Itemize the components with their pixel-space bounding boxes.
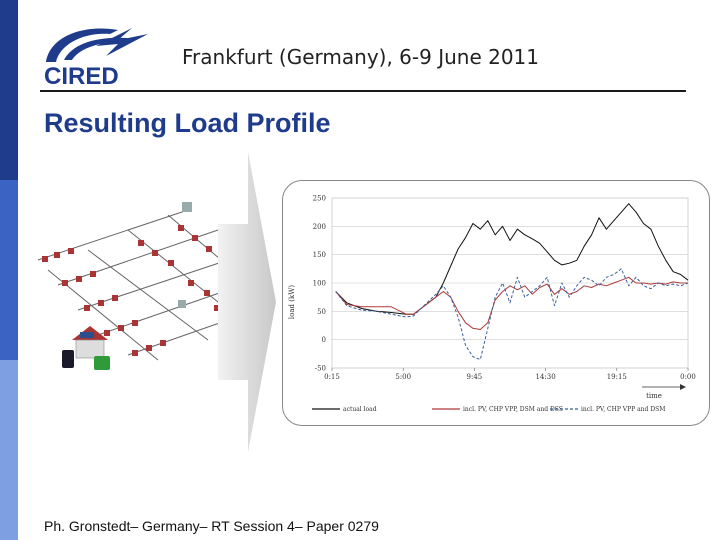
right-arrow-icon bbox=[218, 152, 276, 452]
legend-label: incl. PV, CHP VPP, DSM and DSS bbox=[463, 406, 563, 413]
y-tick-label: 250 bbox=[313, 195, 326, 203]
y-tick-label: 200 bbox=[313, 223, 326, 231]
house-icon bbox=[72, 326, 108, 359]
y-tick-label: 150 bbox=[313, 251, 326, 259]
load-profile-chart: load (kW) time 250 200 150 100 50 0 -500:15 5:0… bbox=[288, 195, 696, 414]
distribution-network-icon bbox=[37, 202, 234, 370]
x-axis-label: time bbox=[646, 392, 662, 400]
sidebar-band-light bbox=[0, 360, 18, 540]
x-tick-label: 9:45 bbox=[467, 373, 483, 381]
y-axis-label: load (kW) bbox=[288, 285, 296, 320]
x-tick-label: 14:30 bbox=[536, 373, 556, 381]
legend-label: incl. PV, CHP VPP and DSM bbox=[581, 406, 665, 413]
battery-icon bbox=[62, 350, 74, 368]
y-tick-label: 100 bbox=[313, 280, 326, 288]
y-tick-label: 50 bbox=[317, 308, 326, 316]
x-tick-label: 0:15 bbox=[324, 373, 340, 381]
series-line-2 bbox=[335, 268, 689, 360]
event-header: Frankfurt (Germany), 6-9 June 2011 bbox=[182, 45, 540, 69]
y-tick-label: -50 bbox=[315, 365, 326, 373]
chp-unit-icon bbox=[94, 356, 110, 370]
series-line-1 bbox=[335, 276, 688, 330]
sidebar-band-dark bbox=[0, 0, 18, 180]
x-axis-arrow-icon bbox=[642, 384, 686, 390]
sidebar-band-mid bbox=[0, 180, 18, 360]
slide-title: Resulting Load Profile bbox=[44, 108, 331, 138]
cired-logo: CIRED bbox=[44, 28, 148, 90]
header-divider bbox=[40, 90, 686, 92]
slide-footer: Ph. Gronstedt– Germany– RT Session 4– Pa… bbox=[44, 518, 379, 534]
x-tick-label: 5:00 bbox=[395, 373, 411, 381]
x-tick-label: 0:00 bbox=[680, 373, 696, 381]
y-tick-label: 0 bbox=[322, 336, 326, 344]
legend-label: actual load bbox=[343, 406, 377, 413]
logo-text: CIRED bbox=[44, 63, 119, 90]
x-tick-label: 19:15 bbox=[607, 373, 627, 381]
chart-frame bbox=[282, 180, 710, 426]
sidebar-stripes bbox=[0, 0, 18, 540]
